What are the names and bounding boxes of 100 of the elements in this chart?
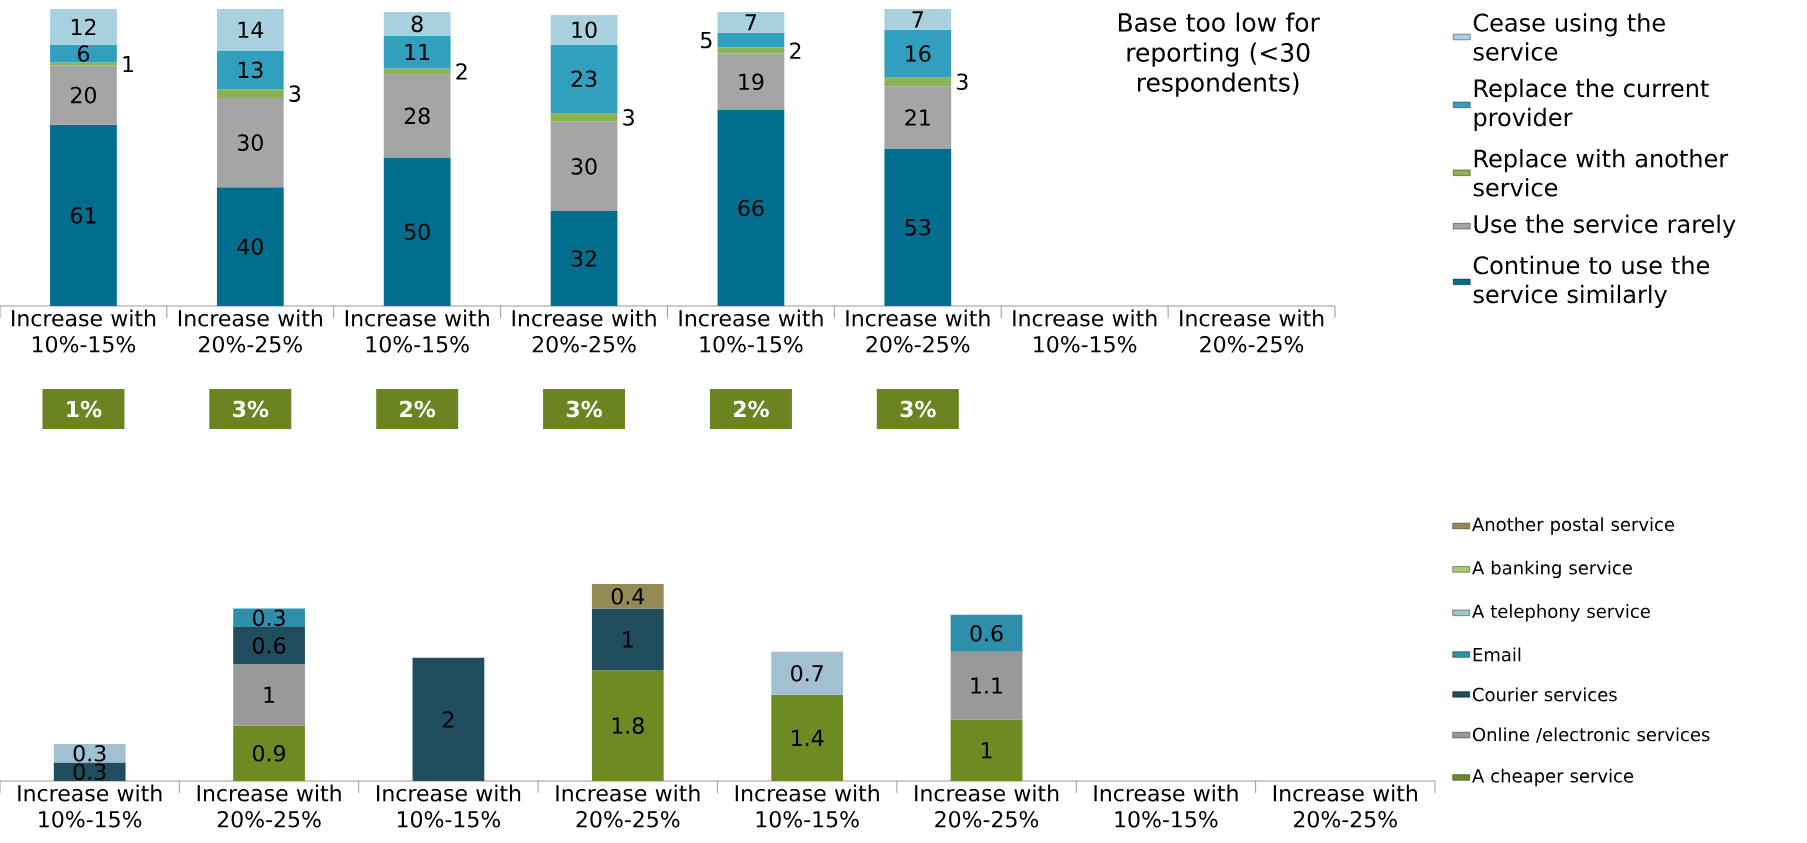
x-tick-label: Increase with 10%-15% bbox=[377, 784, 521, 828]
x-tick-label: Increase with 20%-25% bbox=[197, 784, 341, 828]
legend-label: A banking service bbox=[1472, 560, 1632, 579]
data-label: 7 bbox=[745, 14, 757, 31]
legend-label: Use the service rarely bbox=[1474, 214, 1736, 238]
bar bbox=[884, 86, 952, 149]
text: 3% bbox=[566, 400, 603, 418]
bar bbox=[233, 725, 305, 781]
x-tick-label: Increase with 10%-15% bbox=[679, 309, 823, 353]
x-tick-label: Increase with 10%-15% bbox=[12, 309, 156, 353]
bar bbox=[717, 53, 785, 110]
data-label: 0.3 bbox=[73, 744, 106, 762]
data-label: 13 bbox=[238, 61, 263, 79]
bar bbox=[950, 719, 1023, 781]
bar bbox=[591, 583, 664, 609]
bar bbox=[383, 157, 451, 306]
data-label: 7 bbox=[912, 11, 923, 28]
bar bbox=[50, 62, 117, 66]
data-label: 0.6 bbox=[970, 624, 1003, 642]
data-label: 1 bbox=[123, 55, 133, 72]
legend-label: Courier services bbox=[1472, 687, 1617, 702]
text: 3% bbox=[233, 400, 269, 418]
x-tick-label: Increase with 20%-25% bbox=[915, 784, 1059, 828]
data-label: 1.8 bbox=[612, 717, 644, 734]
bar bbox=[591, 608, 664, 671]
data-label: 3 bbox=[957, 73, 968, 91]
bar bbox=[216, 187, 284, 306]
data-label: 50 bbox=[404, 223, 430, 241]
x-tick-label: Increase with 10%-15% bbox=[1094, 784, 1238, 828]
x-tick-label: Increase with 10%-15% bbox=[735, 784, 879, 828]
data-label: 0.7 bbox=[791, 664, 823, 682]
data-label: 10 bbox=[572, 21, 597, 39]
bar bbox=[884, 29, 952, 78]
bar bbox=[216, 8, 284, 51]
data-label: 3 bbox=[623, 109, 634, 126]
data-label: 12 bbox=[71, 18, 96, 35]
data-label: 1 bbox=[981, 742, 992, 759]
data-label: 8 bbox=[411, 15, 423, 33]
x-tick-label: Increase with 10%-15% bbox=[345, 309, 489, 353]
data-label: 0.9 bbox=[253, 744, 286, 762]
bar bbox=[591, 670, 664, 781]
x-tick-label: Increase with 20%-25% bbox=[178, 309, 322, 353]
legend-label: Replace with another service bbox=[1473, 149, 1729, 197]
data-label: 19 bbox=[739, 73, 764, 91]
data-label: 5 bbox=[701, 31, 712, 49]
bar bbox=[717, 109, 785, 306]
bar bbox=[771, 651, 844, 695]
bar bbox=[717, 11, 785, 33]
bar bbox=[383, 68, 451, 75]
data-label: 0.6 bbox=[253, 637, 286, 654]
x-tick-label: Increase with 20%-25% bbox=[556, 784, 700, 828]
data-label: 1.1 bbox=[971, 677, 1002, 694]
data-label: 30 bbox=[238, 134, 263, 151]
bar bbox=[233, 627, 305, 665]
data-label: 2 bbox=[456, 63, 467, 80]
bar bbox=[412, 657, 485, 781]
data-label: 0.3 bbox=[73, 763, 106, 781]
text: 1% bbox=[67, 400, 102, 418]
legend-label: A telephony service bbox=[1472, 604, 1650, 622]
bar bbox=[884, 148, 952, 306]
data-label: 30 bbox=[571, 158, 597, 175]
bar bbox=[550, 112, 618, 122]
data-label: 14 bbox=[238, 21, 264, 38]
bar bbox=[383, 11, 451, 36]
x-tick-label: Increase with 20%-25% bbox=[1273, 784, 1417, 828]
text: 2% bbox=[733, 400, 769, 418]
legend-label: Another postal service bbox=[1472, 517, 1675, 535]
data-label: 1.4 bbox=[792, 729, 824, 746]
legend-label: Cease using the service bbox=[1473, 13, 1665, 61]
data-label: 28 bbox=[404, 107, 430, 125]
x-tick-label: Increase with 10%-15% bbox=[18, 784, 162, 828]
data-label: 20 bbox=[71, 86, 96, 104]
annotation: Base too low for reporting (<30 respondents) bbox=[1118, 12, 1320, 97]
bar bbox=[884, 77, 952, 87]
legend-label: A cheaper service bbox=[1472, 768, 1634, 787]
bar bbox=[216, 98, 284, 188]
bar bbox=[383, 35, 451, 69]
data-label: 53 bbox=[905, 218, 931, 236]
x-tick-label: Increase with 20%-25% bbox=[1180, 309, 1324, 353]
bar bbox=[717, 32, 785, 48]
data-label: 6 bbox=[77, 45, 90, 62]
bar bbox=[550, 121, 618, 211]
data-label: 0.4 bbox=[611, 587, 645, 605]
legend-label: Replace the current provider bbox=[1474, 78, 1709, 131]
data-label: 2 bbox=[790, 42, 801, 59]
data-label: 61 bbox=[70, 207, 96, 224]
data-label: 3 bbox=[289, 85, 301, 102]
data-label: 16 bbox=[906, 45, 931, 62]
bar bbox=[383, 74, 451, 158]
x-tick-label: Increase with 10%-15% bbox=[1013, 309, 1157, 353]
bar bbox=[50, 65, 117, 125]
bar bbox=[950, 651, 1023, 720]
bar bbox=[550, 44, 618, 113]
bar bbox=[717, 47, 785, 54]
text: 2% bbox=[400, 400, 436, 418]
bar bbox=[50, 8, 117, 45]
x-tick-label: Increase with 20%-25% bbox=[846, 309, 990, 353]
data-label: 23 bbox=[571, 70, 597, 88]
bar bbox=[550, 210, 618, 306]
data-label: 1 bbox=[623, 631, 633, 648]
